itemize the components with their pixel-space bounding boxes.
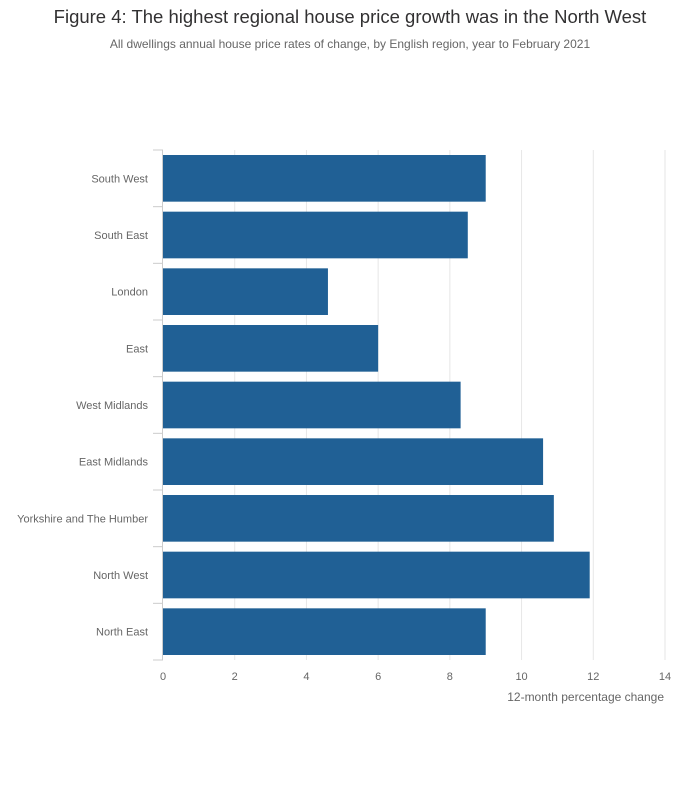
bar (163, 381, 461, 429)
chart-title: Figure 4: The highest regional house pri… (53, 6, 647, 27)
x-tick-label: 14 (659, 671, 671, 683)
category-label: North West (93, 570, 148, 582)
category-axis (153, 149, 163, 661)
category-label: East Midlands (79, 457, 149, 469)
x-tick-label: 8 (447, 671, 453, 683)
bar (163, 551, 590, 599)
category-label: London (111, 287, 148, 299)
category-labels: South West South East London East West Midla… (17, 173, 148, 638)
x-tick-label: 4 (303, 671, 309, 683)
x-tick-label: 2 (232, 671, 238, 683)
x-tick-label: 6 (375, 671, 381, 683)
x-tick-label: 0 (160, 671, 166, 683)
category-label: Yorkshire and The Humber (17, 513, 148, 525)
x-axis-title: 12-month percentage change (507, 690, 664, 704)
x-tick-labels: 0 2 4 6 8 10 12 14 (160, 671, 671, 683)
bar (163, 268, 328, 315)
x-tick-label: 12 (587, 671, 599, 683)
chart-subtitle: All dwellings annual house price rates o… (109, 37, 591, 51)
bar (163, 495, 554, 542)
category-label: East (126, 343, 148, 355)
x-tick-label: 10 (515, 671, 527, 683)
bar (163, 438, 544, 485)
category-label: West Midlands (76, 400, 148, 412)
bar (163, 325, 379, 372)
bar (163, 155, 486, 202)
bar (163, 211, 468, 259)
bars (163, 155, 590, 655)
category-label: South West (91, 173, 148, 185)
bar (163, 608, 486, 655)
category-label: South East (94, 230, 148, 242)
category-label: North East (96, 627, 148, 639)
